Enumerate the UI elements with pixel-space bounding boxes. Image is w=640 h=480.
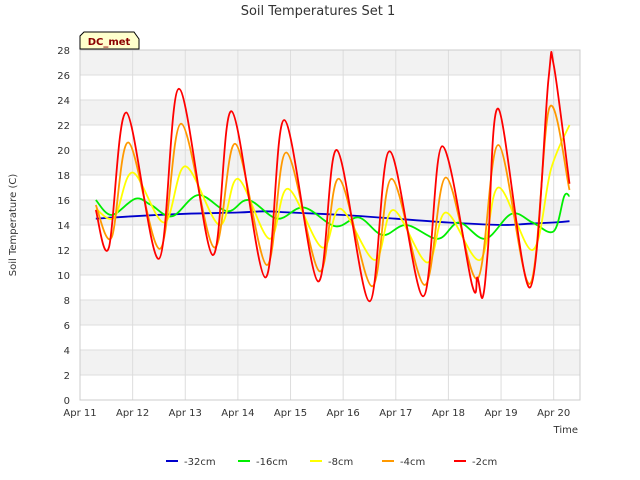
legend-label: -4cm	[400, 457, 425, 468]
y-tick-label: 28	[57, 46, 70, 57]
y-tick-label: 12	[57, 246, 70, 257]
legend: -32cm -16cm -8cm -4cm -2cm	[166, 457, 497, 468]
y-tick-label: 8	[64, 296, 70, 307]
plot-area-border	[79, 49, 581, 401]
legend-label: -8cm	[328, 457, 353, 468]
legend-label: -2cm	[472, 457, 497, 468]
badge-label: DC_met	[88, 37, 131, 48]
y-tick-label: 22	[57, 121, 70, 132]
grid-band	[80, 250, 580, 275]
series-line-8cmcm	[95, 124, 571, 264]
y-tick-label: 6	[64, 321, 70, 332]
grid-band	[80, 50, 580, 75]
y-tick-label: 0	[64, 396, 70, 407]
series-line-2cmcm	[94, 51, 571, 303]
y-tick-label: 10	[57, 271, 70, 282]
x-axis-label: Time	[553, 425, 578, 436]
series-line-4cmcm	[94, 104, 571, 288]
grid-band	[80, 300, 580, 325]
series-lines	[94, 51, 571, 303]
y-tick-label: 16	[57, 196, 70, 207]
x-tick-label: Apr 14	[221, 408, 254, 419]
dc-met-badge: DC_met	[79, 31, 140, 50]
y-tick-label: 20	[57, 146, 70, 157]
legend-label: -16cm	[256, 457, 288, 468]
x-tick-label: Apr 16	[327, 408, 360, 419]
x-tick-label: Apr 13	[169, 408, 202, 419]
grid-band	[80, 100, 580, 125]
y-tick-label: 14	[57, 221, 70, 232]
legend-label: -32cm	[184, 457, 216, 468]
grid-band	[80, 350, 580, 375]
series-line-16cmcm	[95, 192, 570, 240]
x-axis-ticks: Apr 11 Apr 12 Apr 13 Apr 14 Apr 15 Apr 16 Apr …	[63, 408, 570, 419]
y-tick-label: 18	[57, 171, 70, 182]
y-tick-label: 2	[64, 371, 70, 382]
x-tick-label: Apr 17	[379, 408, 412, 419]
chart-title: Soil Temperatures Set 1	[241, 4, 396, 19]
x-tick-label: Apr 11	[63, 408, 96, 419]
x-tick-label: Apr 15	[274, 408, 307, 419]
y-axis-label: Soil Temperature (C)	[8, 174, 19, 277]
x-tick-label: Apr 19	[484, 408, 517, 419]
x-tick-label: Apr 12	[116, 408, 149, 419]
grid-band	[80, 150, 580, 175]
badge-shape	[79, 31, 140, 50]
y-tick-label: 24	[57, 96, 70, 107]
x-tick-label: Apr 20	[537, 408, 570, 419]
series-line-32cmcm	[95, 210, 570, 226]
x-tick-label: Apr 18	[432, 408, 465, 419]
y-tick-label: 26	[57, 71, 70, 82]
y-tick-label: 4	[64, 346, 70, 357]
